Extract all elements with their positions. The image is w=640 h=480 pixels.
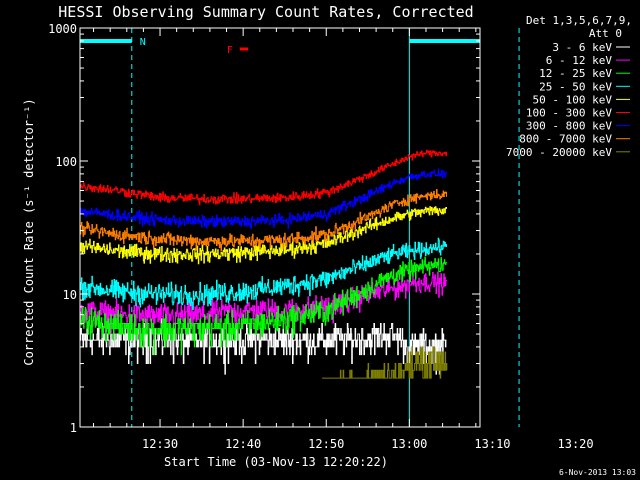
x-tick-label: 12:40	[225, 437, 261, 451]
series-line-2	[80, 271, 447, 334]
x-tick-label: 13:00	[391, 437, 427, 451]
series-line-7	[80, 168, 447, 229]
legend-item-label: 3 - 6 keV	[552, 41, 612, 54]
x-tick-label: 12:50	[308, 437, 344, 451]
series-line-3	[80, 256, 447, 356]
series-line-6	[80, 149, 447, 206]
series-line-5	[80, 206, 447, 265]
legend-item-label: 25 - 50 keV	[539, 80, 612, 93]
y-tick-label: 10	[63, 288, 77, 302]
x-tick-label: 13:20	[558, 437, 594, 451]
y-tick-label: 1	[70, 421, 77, 435]
legend-item-label: 6 - 12 keV	[546, 54, 613, 67]
y-axis-label: Corrected Count Rate (s⁻¹ detector⁻¹)	[22, 98, 36, 365]
plot-frame	[79, 27, 481, 428]
series-line-8	[80, 189, 447, 252]
flag-label-n: N	[140, 37, 146, 48]
y-tick-label: 1000	[48, 22, 77, 36]
legend-item-label: 12 - 25 keV	[539, 67, 612, 80]
x-axis-label: Start Time (03-Nov-13 12:20:22)	[164, 455, 388, 469]
legend-item-label: 7000 - 20000 keV	[506, 146, 612, 159]
flag-label-f: F	[227, 45, 233, 56]
y-tick-label: 100	[55, 155, 77, 169]
footer-date: 6-Nov-2013 13:03	[559, 468, 636, 477]
x-tick-label: 13:10	[474, 437, 510, 451]
series-line-4	[80, 237, 447, 310]
legend-header: Det 1,3,5,6,7,9,	[526, 14, 632, 27]
x-tick-label: 12:30	[142, 437, 178, 451]
legend-subheader: Att 0	[589, 27, 622, 40]
chart-title: HESSI Observing Summary Count Rates, Cor…	[58, 3, 473, 21]
legend-item-label: 50 - 100 keV	[533, 93, 613, 106]
legend-item-label: 800 - 7000 keV	[519, 133, 612, 146]
legend-item-label: 100 - 300 keV	[526, 107, 612, 120]
legend-item-label: 300 - 800 keV	[526, 120, 612, 133]
series-line-9	[322, 346, 448, 379]
